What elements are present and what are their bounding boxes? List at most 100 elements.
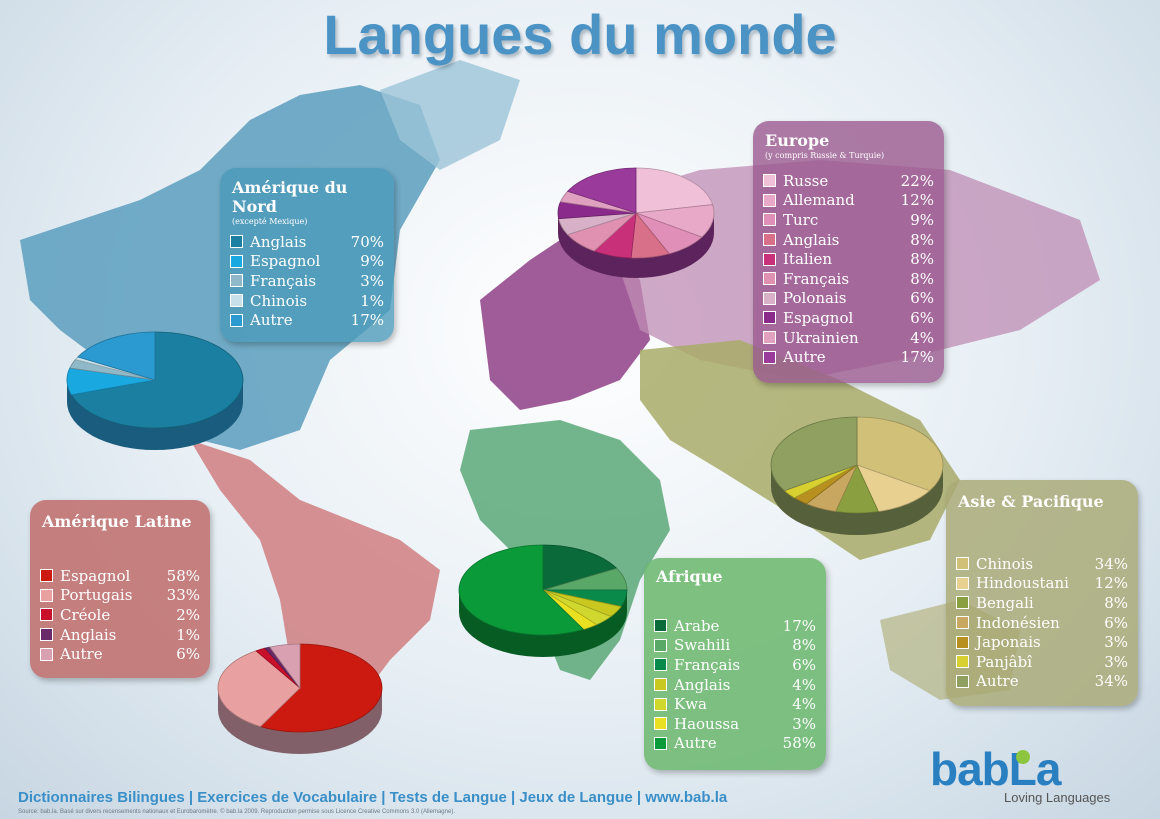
legend-swatch (654, 658, 667, 672)
legend-value: 12% (1094, 574, 1128, 593)
legend-label: Autre (976, 672, 1019, 691)
legend-item: Français 8% (763, 269, 934, 289)
legend-item: Panjâbî 3% (956, 652, 1128, 672)
legend-value: 8% (1104, 593, 1128, 612)
legend-item: Autre 17% (230, 310, 384, 330)
legend-label: Polonais (783, 289, 847, 308)
legend-label: Arabe (674, 616, 720, 635)
legend-swatch (763, 193, 776, 207)
legend-label: Hindoustani (976, 574, 1069, 593)
legend-swatch (763, 331, 776, 345)
legend-label: Espagnol (783, 308, 854, 327)
legend-swatch (956, 557, 969, 571)
babla-logo[interactable]: babLa Loving Languages (930, 743, 1145, 808)
pie-slice (269, 643, 301, 690)
legend: Espagnol 58% Portugais 33% Créole 2% Anglais 1%… (40, 566, 200, 664)
legend-label: Russe (783, 171, 829, 190)
pie-side (218, 688, 382, 754)
legend-swatch (40, 569, 53, 583)
pie-slice (770, 416, 858, 492)
panel-europe: Europe (y compris Russie & Turquie) Russ… (753, 121, 944, 383)
map-greenland (380, 60, 520, 170)
legend-item: Autre 34% (956, 672, 1128, 692)
footer-links[interactable]: Dictionnaires Bilingues | Exercices de V… (18, 789, 728, 806)
legend-swatch (763, 350, 776, 364)
legend-item: Autre 58% (654, 734, 816, 754)
legend-item: Espagnol 9% (230, 252, 384, 272)
legend-label: Autre (783, 348, 826, 367)
legend-value: 6% (792, 655, 816, 674)
legend-label: Anglais (250, 232, 307, 251)
legend: Chinois 34% Hindoustani 12% Bengali 8% Indonés… (956, 554, 1128, 691)
legend-swatch (230, 313, 243, 327)
legend-label: Turc (783, 210, 819, 229)
legend-swatch (40, 588, 53, 602)
pie-side (67, 380, 243, 450)
legend-swatch (956, 635, 969, 649)
legend-item: Français 6% (654, 655, 816, 675)
legend-value: 8% (910, 250, 934, 269)
panel-north-america: Amérique du Nord (excepté Mexique) Angla… (220, 168, 394, 342)
legend-item: Turc 9% (763, 210, 934, 230)
legend-swatch (654, 678, 667, 692)
legend-swatch (654, 717, 667, 731)
legend-label: Autre (250, 311, 293, 330)
legend-item: Swahili 8% (654, 636, 816, 656)
legend-item: Anglais 8% (763, 230, 934, 250)
pie-slice (566, 167, 637, 214)
legend-item: Chinois 1% (230, 291, 384, 311)
legend-label: Indonésien (976, 613, 1060, 632)
pie-slice (259, 643, 383, 733)
pie-slice (458, 544, 585, 636)
legend-value: 4% (910, 328, 934, 347)
panel-title: Afrique (656, 567, 723, 586)
legend-swatch (40, 608, 53, 622)
panel-asia-pacific: Asie & Pacifique Chinois 34% Hindoustani 12… (946, 480, 1138, 706)
legend-label: Kwa (674, 695, 707, 714)
pie-slice (542, 544, 618, 591)
legend-value: 1% (360, 291, 384, 310)
legend-item: Indonésien 6% (956, 613, 1128, 633)
legend-label: Italien (783, 250, 833, 269)
panel-latin-america: Amérique Latine Espagnol 58% Portugais 33% C… (30, 500, 210, 678)
legend-swatch (40, 628, 53, 642)
panel-title: Europe (765, 131, 830, 150)
legend-value: 4% (792, 675, 816, 694)
pie-slice (77, 331, 156, 381)
legend-value: 1% (176, 625, 200, 644)
legend-swatch (230, 274, 243, 288)
legend-value: 4% (792, 695, 816, 714)
legend-label: Français (783, 269, 850, 288)
pie-charts (66, 167, 944, 754)
legend-item: Arabe 17% (654, 616, 816, 636)
legend-item: Créole 2% (40, 605, 200, 625)
legend-label: Espagnol (250, 252, 321, 271)
legend-value: 3% (360, 271, 384, 290)
legend-item: Hindoustani 12% (956, 574, 1128, 594)
pie-side (771, 465, 943, 535)
legend-label: Français (674, 655, 741, 674)
legend-item: Kwa 4% (654, 694, 816, 714)
legend-value: 3% (1104, 633, 1128, 652)
legend-swatch (230, 294, 243, 308)
legend-swatch (654, 697, 667, 711)
legend-item: Anglais 70% (230, 232, 384, 252)
legend-value: 6% (910, 308, 934, 327)
legend-item: Russe 22% (763, 171, 934, 191)
legend-swatch (956, 576, 969, 590)
legend-swatch (763, 233, 776, 247)
legend-item: Autre 17% (763, 347, 934, 367)
legend-value: 70% (350, 232, 384, 251)
pie-slice (70, 331, 244, 429)
legend-value: 3% (792, 714, 816, 733)
legend-value: 8% (910, 269, 934, 288)
legend-swatch (230, 235, 243, 249)
source-note: Source: bab.la. Basé sur divers recensem… (18, 809, 455, 815)
legend-label: Autre (60, 645, 103, 664)
panel-subtitle: (y compris Russie & Turquie) (765, 151, 885, 160)
legend-item: Espagnol 6% (763, 308, 934, 328)
legend-item: Italien 8% (763, 249, 934, 269)
legend-item: Polonais 6% (763, 289, 934, 309)
legend-label: Portugais (60, 586, 133, 605)
legend-value: 8% (910, 230, 934, 249)
